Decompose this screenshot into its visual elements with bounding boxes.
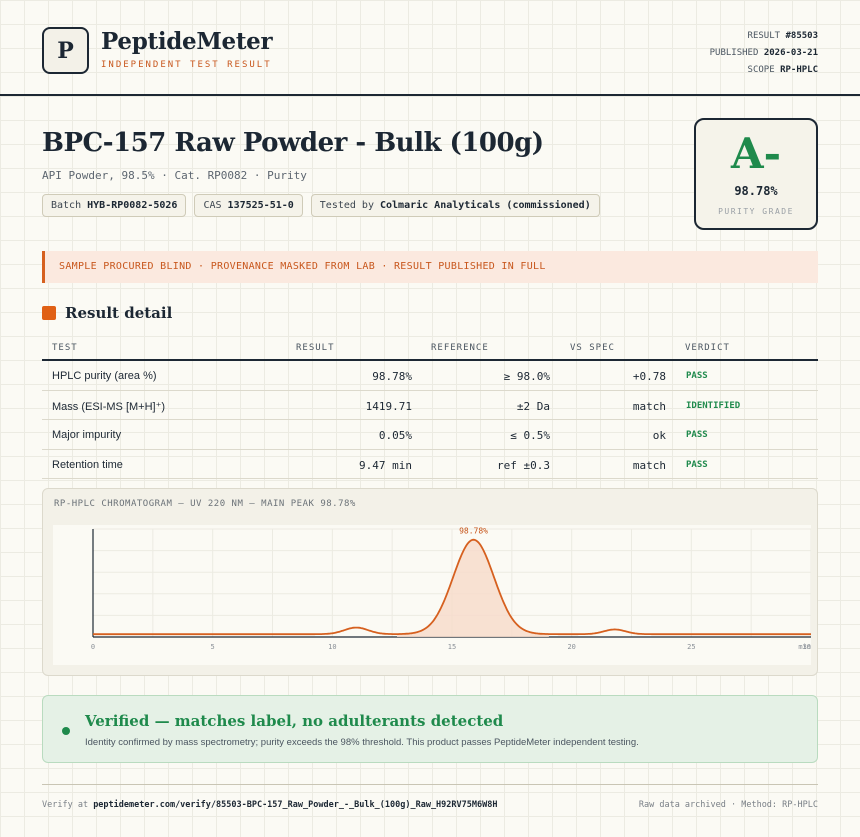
table-header: TEST RESULT REFERENCE VS SPEC VERDICT: [42, 339, 818, 361]
cell-result: 98.78%: [372, 370, 412, 383]
cell-test: Mass (ESI-MS [M+H]⁺): [52, 400, 166, 413]
chart-title: RP-HPLC CHROMATOGRAM — UV 220 NM — MAIN …: [54, 499, 356, 509]
tested-by-chip: Tested by Colmaric Analyticals (commissi…: [310, 194, 600, 217]
x-tick-label: 25: [687, 643, 695, 651]
cell-test: Retention time: [52, 458, 123, 471]
cell-test: HPLC purity (area %): [52, 370, 157, 382]
cell-verdict: PASS: [686, 430, 708, 440]
footer-divider: [42, 784, 818, 785]
verified-panel: Verified — matches label, no adulterants…: [42, 695, 818, 763]
brand-name: PeptideMeter: [101, 28, 273, 55]
header-vs-spec: VS SPEC: [570, 343, 615, 353]
cell-verdict: PASS: [686, 459, 708, 470]
chromatogram-card: RP-HPLC CHROMATOGRAM — UV 220 NM — MAIN …: [42, 488, 818, 676]
page-header: P PeptideMeter INDEPENDENT TEST RESULT R…: [0, 0, 860, 96]
table-row: HPLC purity (area %) 98.78% ≥ 98.0% +0.7…: [42, 361, 818, 391]
x-tick-label: 15: [448, 643, 456, 651]
cell-verdict: IDENTIFIED: [686, 400, 741, 411]
header-result: RESULT: [296, 343, 335, 353]
table-row: Major impurity 0.05% ≤ 0.5% ok PASS: [42, 420, 818, 450]
section-title: Result detail: [65, 304, 173, 322]
main-peak-fill: [397, 539, 549, 637]
grade-value: 98.78%: [734, 184, 778, 198]
section-header: Result detail: [42, 304, 172, 322]
meta-scope: SCOPE RP-HPLC: [747, 65, 818, 75]
x-tick-label: 5: [211, 643, 215, 651]
cell-reference: ≤ 0.5%: [510, 429, 550, 442]
verify-link[interactable]: Verify at peptidemeter.com/verify/85503-…: [42, 800, 498, 810]
cell-result: 0.05%: [378, 429, 412, 442]
x-tick-label: 0: [91, 643, 95, 651]
chromatogram-line: [93, 538, 811, 636]
cell-reference: ≥ 98.0%: [503, 370, 550, 383]
chart-background: [53, 525, 811, 665]
status-dot-icon: [62, 727, 70, 735]
cell-verdict: PASS: [686, 371, 708, 381]
logo-icon: P: [42, 27, 89, 74]
purity-grade-card: A- 98.78% PURITY GRADE: [694, 118, 818, 230]
cell-result: 9.47 min: [359, 458, 412, 472]
cell-result: 1419.71: [365, 399, 412, 413]
header-verdict: VERDICT: [685, 343, 730, 353]
product-chips: Batch HYB-RP0082-5026 CAS 137525-51-0 Te…: [42, 194, 600, 217]
result-table: TEST RESULT REFERENCE VS SPEC VERDICT HP…: [42, 339, 818, 479]
product-subtitle: API Powder, 98.5% · Cat. RP0082 · Purity: [42, 169, 307, 182]
x-tick-label: 20: [567, 643, 575, 651]
meta-result: RESULT #85503: [747, 31, 818, 41]
cell-vs-spec: ok: [652, 429, 666, 442]
verified-text: Identity confirmed by mass spectrometry;…: [85, 737, 639, 748]
batch-chip: Batch HYB-RP0082-5026: [42, 194, 187, 217]
x-tick-label: 10: [328, 643, 336, 651]
header-test: TEST: [52, 343, 78, 353]
cell-reference: ±2 Da: [516, 399, 550, 413]
table-row: Mass (ESI-MS [M+H]⁺) 1419.71 ±2 Da match…: [42, 391, 818, 420]
x-tick-label: 30: [803, 643, 811, 651]
peak-label: 98.78%: [459, 527, 488, 536]
header-reference: REFERENCE: [431, 343, 489, 353]
cas-chip: CAS 137525-51-0: [194, 194, 303, 217]
cell-vs-spec: match: [632, 399, 666, 413]
cell-vs-spec: +0.78: [632, 370, 666, 383]
cell-test: Major impurity: [52, 429, 122, 441]
footer-method: Raw data archived · Method: RP-HPLC: [638, 800, 818, 810]
square-icon: [42, 306, 56, 320]
cell-reference: ref ±0.3: [497, 458, 550, 472]
grade-letter: A-: [730, 129, 782, 178]
product-title: BPC-157 Raw Powder - Bulk (100g): [42, 128, 544, 158]
cell-vs-spec: match: [632, 458, 666, 472]
verified-title: Verified — matches label, no adulterants…: [85, 712, 504, 730]
x-unit-label: min: [798, 643, 811, 651]
brand-subtitle: INDEPENDENT TEST RESULT: [101, 60, 272, 70]
grade-label: PURITY GRADE: [718, 207, 794, 216]
result-meta: RESULT #85503 PUBLISHED 2026-03-21 SCOPE…: [710, 28, 818, 79]
table-row: Retention time 9.47 min ref ±0.3 match P…: [42, 450, 818, 479]
procurement-banner: SAMPLE PROCURED BLIND · PROVENANCE MASKE…: [42, 251, 818, 283]
meta-published: PUBLISHED 2026-03-21: [709, 48, 818, 58]
